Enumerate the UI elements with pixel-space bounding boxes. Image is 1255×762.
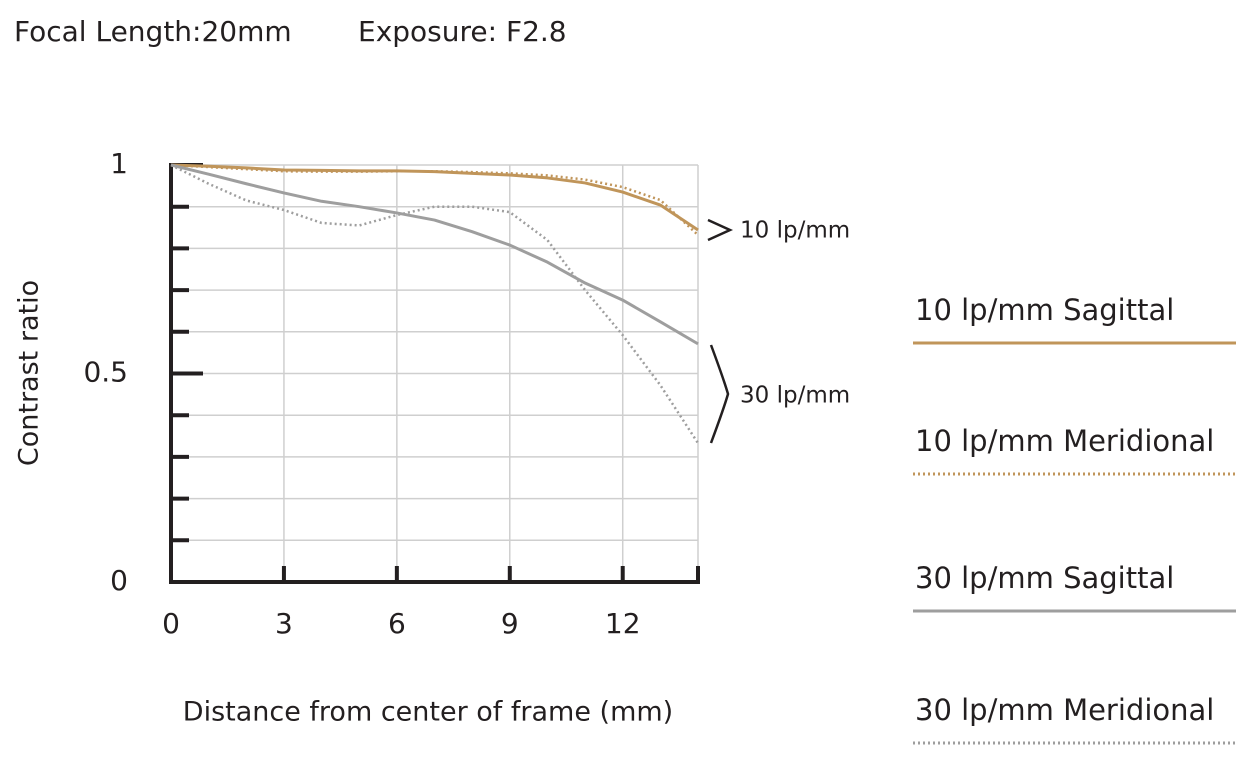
x-tick-label: 12 xyxy=(605,607,641,640)
bracket-10 xyxy=(707,218,734,242)
y-axis-label: Contrast ratio xyxy=(14,280,45,466)
chart-title: Focal Length:20mm xyxy=(14,15,292,48)
y-tick-label: 0.5 xyxy=(83,356,128,389)
x-tick-label: 6 xyxy=(388,607,406,640)
legend-label: 10 lp/mm Meridional xyxy=(915,424,1214,458)
x-tick-label: 9 xyxy=(501,607,519,640)
series-line xyxy=(170,163,699,346)
annotation: 30 lp/mm xyxy=(740,383,850,409)
series-line xyxy=(170,163,699,232)
x-tick-label: 3 xyxy=(275,607,293,640)
x-tick-label: 0 xyxy=(162,607,180,640)
chart-subtitle: Exposure: F2.8 xyxy=(358,15,567,48)
y-tick-label: 1 xyxy=(110,147,128,180)
legend-label: 30 lp/mm Meridional xyxy=(915,693,1214,727)
legend-label: 10 lp/mm Sagittal xyxy=(915,293,1174,327)
series-line xyxy=(170,163,699,236)
legend-label: 30 lp/mm Sagittal xyxy=(915,561,1174,595)
y-tick-label: 0 xyxy=(110,564,128,597)
annotation: 10 lp/mm xyxy=(740,218,850,244)
x-axis-label: Distance from center of frame (mm) xyxy=(183,697,673,728)
series-line xyxy=(170,163,700,444)
bracket-30 xyxy=(709,344,730,444)
